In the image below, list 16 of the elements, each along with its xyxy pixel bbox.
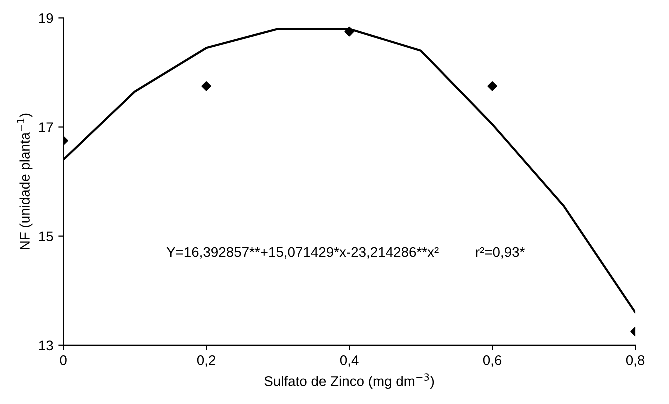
y-axis-title: NF (unidade planta$^{−1}$)	[17, 114, 33, 250]
x-tick-label: 0,8	[626, 356, 645, 367]
annotation: Y=16,392857**+15,071429*x-23,214286**x²	[166, 247, 439, 259]
point	[202, 81, 212, 92]
x-tick-label: 0,6	[483, 356, 502, 367]
annotation: r²=0,93*	[476, 247, 525, 259]
y-tick-label: 17	[39, 122, 54, 132]
point	[344, 26, 354, 37]
point	[488, 81, 498, 92]
y-tick-label: 15	[39, 232, 54, 242]
x-tick-label: 0	[60, 356, 67, 366]
y-tick-label: 13	[39, 340, 54, 351]
x-tick-label: 0,4	[340, 356, 359, 367]
x-tick-label: 0,2	[197, 356, 216, 367]
x-axis-title: Sulfato de Zinco (mg dm$^{−3}$)	[264, 374, 434, 390]
y-tick-label: 19	[39, 14, 54, 24]
